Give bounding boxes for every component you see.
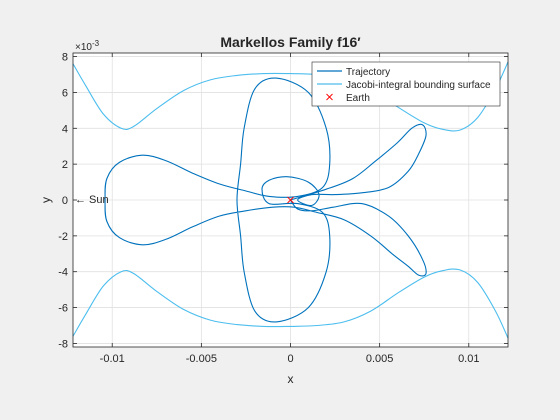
earth-marker <box>287 196 294 204</box>
ticks: -0.01 -0.005 0 0.005 0.01 -8 -6 -4 -2 0 2 4 6 8 <box>58 52 508 365</box>
exponent-base: ×10 <box>75 42 92 53</box>
chart-title: Markellos Family f16′ <box>220 34 361 50</box>
x-tick-label: 0.01 <box>458 353 479 365</box>
trajectory-line <box>104 77 427 323</box>
y-tick-label: 6 <box>62 87 68 99</box>
y-axis-label: y <box>39 197 53 203</box>
y-tick-label: 0 <box>62 195 68 207</box>
legend-box <box>311 61 501 107</box>
legend-entry-earth: Earth <box>346 93 370 104</box>
series-layer <box>72 61 509 339</box>
x-tick-label: 0.005 <box>366 353 394 365</box>
sun-annotation: ← Sun <box>75 194 109 206</box>
legend-entry-surface: Jacobi-integral bounding surface <box>346 80 491 91</box>
y-tick-label: -2 <box>58 231 68 243</box>
y-tick-label: 8 <box>62 52 68 64</box>
jacobi-surface-line-1 <box>72 61 509 132</box>
y-tick-label: -6 <box>58 303 68 315</box>
legend-entry-trajectory: Trajectory <box>346 67 390 78</box>
y-exponent-label: ×10-3 <box>75 39 100 53</box>
x-tick-label: -0.01 <box>100 353 125 365</box>
legend: Trajectory Jacobi-integral bounding surf… <box>311 61 501 107</box>
legend-swatch-earth <box>326 93 333 101</box>
y-tick-label: -4 <box>58 267 68 279</box>
x-tick-label: 0 <box>287 353 293 365</box>
x-tick-label: -0.005 <box>186 353 217 365</box>
jacobi-surface-line-2 <box>72 268 509 339</box>
y-tick-label: 4 <box>62 123 68 135</box>
y-tick-label: 2 <box>62 159 68 171</box>
y-tick-label: -8 <box>58 338 68 350</box>
x-axis-label: x <box>288 372 294 386</box>
exponent-power: -3 <box>92 39 100 48</box>
